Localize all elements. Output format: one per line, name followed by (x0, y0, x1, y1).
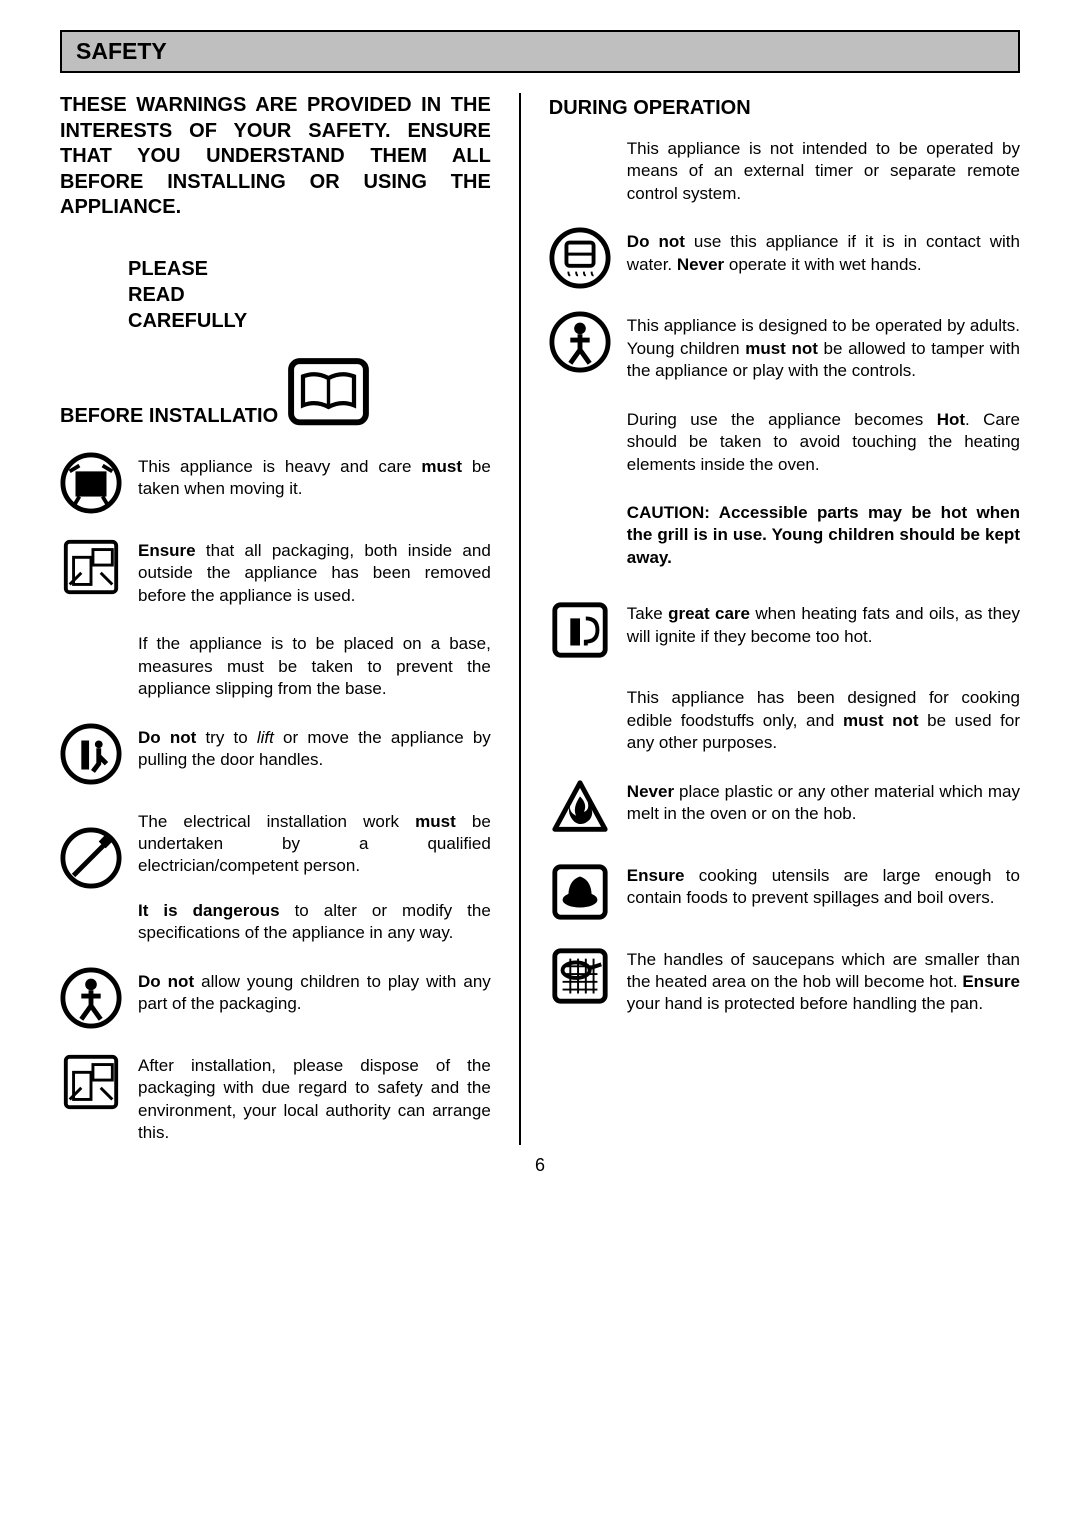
during-operation-title: DURING OPERATION (549, 97, 1020, 120)
electrician-icon (60, 827, 122, 889)
safety-item: The electrical installation work must be… (60, 807, 491, 945)
safety-item-text: Ensure that all packaging, both inside a… (138, 536, 491, 607)
please-line: PLEASE (128, 256, 491, 282)
safety-item: After installation, please dispose of th… (60, 1051, 491, 1145)
caution-text: CAUTION: Accessible parts may be hot whe… (627, 498, 1020, 569)
page-number: 6 (60, 1155, 1020, 1176)
before-install-label: BEFORE INSTALLATIO (60, 405, 278, 428)
no-pull-door-icon (60, 723, 122, 785)
safety-item: This appliance is designed to be operate… (549, 311, 1020, 382)
left-column: THESE WARNINGS ARE PROVIDED IN THE INTER… (60, 93, 521, 1145)
saucepan-handle-icon (549, 945, 611, 1007)
please-read-block: PLEASE READ CAREFULLY (128, 256, 491, 334)
safety-item: During use the appliance becomes Hot. Ca… (549, 405, 1020, 476)
please-line: CAREFULLY (128, 308, 491, 334)
wet-hands-icon (549, 227, 611, 289)
safety-header: SAFETY (60, 30, 1020, 73)
safety-item-text: It is dangerous to alter or modify the s… (138, 896, 491, 945)
safety-item: This appliance is not intended to be ope… (549, 134, 1020, 205)
safety-item: Do not use this appliance if it is in co… (549, 227, 1020, 289)
intro-warning: THESE WARNINGS ARE PROVIDED IN THE INTER… (60, 93, 491, 221)
safety-item-text: After installation, please dispose of th… (138, 1051, 491, 1145)
open-book-icon (286, 356, 371, 428)
safety-item: Never place plastic or any other materia… (549, 777, 1020, 839)
safety-item-text: Never place plastic or any other materia… (627, 777, 1020, 826)
page-title: SAFETY (76, 38, 1004, 65)
safety-item-text: This appliance is designed to be operate… (627, 311, 1020, 382)
child-controls-icon (549, 311, 611, 373)
cooking-utensil-icon (549, 861, 611, 923)
please-line: READ (128, 282, 491, 308)
safety-item-text: During use the appliance becomes Hot. Ca… (627, 405, 1020, 476)
safety-item-text: Do not try to lift or move the appliance… (138, 723, 491, 772)
safety-item: If the appliance is to be placed on a ba… (60, 629, 491, 700)
safety-item: Ensure that all packaging, both inside a… (60, 536, 491, 607)
fire-hazard-icon (549, 777, 611, 839)
safety-item: This appliance is heavy and care must be… (60, 452, 491, 514)
safety-item-text: This appliance is heavy and care must be… (138, 452, 491, 501)
safety-item-text: The electrical installation work must be… (138, 807, 491, 878)
safety-item-text: Do not use this appliance if it is in co… (627, 227, 1020, 276)
before-installation-row: BEFORE INSTALLATIO (60, 356, 491, 428)
packaging-icon (60, 536, 122, 598)
safety-item: Ensure cooking utensils are large enough… (549, 861, 1020, 923)
safety-item-text: The handles of saucepans which are small… (627, 945, 1020, 1016)
safety-item: The handles of saucepans which are small… (549, 945, 1020, 1016)
safety-item: Do not allow young children to play with… (60, 967, 491, 1029)
safety-item: This appliance has been designed for coo… (549, 683, 1020, 754)
safety-item-text: Take great care when heating fats and oi… (627, 599, 1020, 648)
safety-item-text: Do not allow young children to play with… (138, 967, 491, 1016)
safety-item: Do not try to lift or move the appliance… (60, 723, 491, 785)
heavy-appliance-icon (60, 452, 122, 514)
right-column: DURING OPERATION This appliance is not i… (521, 93, 1020, 1145)
child-warning-icon (60, 967, 122, 1029)
read-manual-icon (549, 599, 611, 661)
safety-item-text: This appliance has been designed for coo… (627, 683, 1020, 754)
safety-item-text: If the appliance is to be placed on a ba… (138, 629, 491, 700)
content-columns: THESE WARNINGS ARE PROVIDED IN THE INTER… (60, 93, 1020, 1145)
safety-item-text: Ensure cooking utensils are large enough… (627, 861, 1020, 910)
safety-item: CAUTION: Accessible parts may be hot whe… (549, 498, 1020, 569)
dispose-packaging-icon (60, 1051, 122, 1113)
safety-item: Take great care when heating fats and oi… (549, 599, 1020, 661)
safety-item-text: This appliance is not intended to be ope… (627, 134, 1020, 205)
